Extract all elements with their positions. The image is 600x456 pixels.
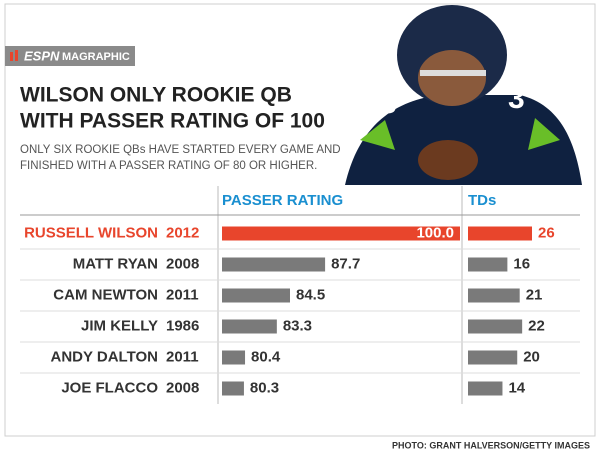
bar [222,288,290,303]
value-label: 22 [528,317,545,334]
value-label: 80.4 [251,348,281,365]
title: WILSON ONLY ROOKIE QB [20,84,292,107]
title: WITH PASSER RATING OF 100 [20,110,325,133]
year: 2011 [166,348,199,365]
player-name: ANDY DALTON [50,348,158,365]
player-name: JIM KELLY [81,317,158,334]
logo-icon [10,52,13,61]
year: 2012 [166,224,199,241]
player-photo: 3 3 [345,5,582,185]
bar [222,257,326,272]
bar [222,381,244,396]
value-label: 87.7 [331,255,360,272]
bar [222,226,460,241]
player-name: JOE FLACCO [61,379,158,396]
bar [468,381,503,396]
bar [468,288,520,303]
subtitle: FINISHED WITH A PASSER RATING OF 80 OR H… [20,160,317,172]
logo-bar [5,46,135,66]
player-name: MATT RYAN [73,255,158,272]
value-label: 80.3 [250,379,279,396]
value-label: 20 [523,348,540,365]
svg-text:3: 3 [508,82,525,115]
value-label: 21 [526,286,543,303]
bar [468,226,532,241]
value-label: 16 [513,255,530,272]
year: 1986 [166,317,199,334]
bar [222,350,246,365]
sub-brand: MAGRAPHIC [62,51,130,63]
player-name: CAM NEWTON [53,286,158,303]
credit: PHOTO: GRANT HALVERSON/GETTY IMAGES [392,440,590,450]
player-name: RUSSELL WILSON [24,224,158,241]
year: 2011 [166,286,199,303]
svg-text:3: 3 [380,87,397,120]
value-label: 83.3 [283,317,312,334]
year: 2008 [166,255,199,272]
value-label: 26 [538,224,555,241]
bar [468,319,523,334]
value-label: 100.0 [416,224,454,241]
bar [468,350,518,365]
value-label: 14 [508,379,525,396]
logo-icon [15,50,18,61]
year: 2008 [166,379,199,396]
brand: ESPN [24,48,60,63]
bar [468,257,508,272]
value-label: 84.5 [296,286,325,303]
frame [4,3,596,437]
subtitle: ONLY SIX ROOKIE QBs HAVE STARTED EVERY G… [20,144,341,156]
column-header: PASSER RATING [222,192,343,209]
bar [222,319,277,334]
column-header: TDs [468,192,496,209]
